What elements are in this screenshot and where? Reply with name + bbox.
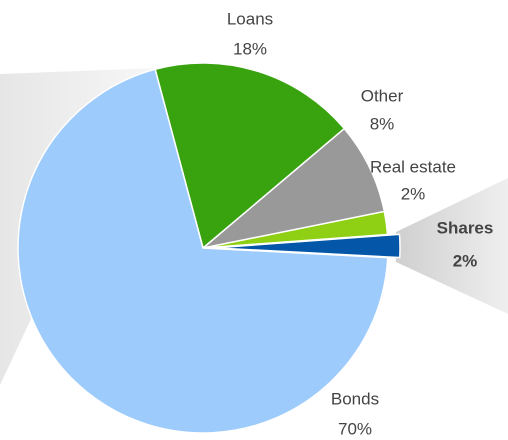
slice-label: Bonds	[331, 389, 379, 408]
slice-value-label: 8%	[370, 114, 395, 133]
callout-right	[396, 178, 508, 314]
pie-slice	[154, 62, 346, 250]
slice-label: Loans	[227, 9, 273, 28]
slice-value-label: 70%	[338, 419, 372, 438]
pie-slice	[17, 68, 389, 434]
slice-value-label: 2%	[401, 184, 426, 203]
slice-label: Real estate	[370, 157, 456, 176]
pie	[17, 62, 401, 434]
pie-slice	[202, 127, 386, 249]
callout-left	[0, 68, 158, 385]
slice-value-label: 2%	[453, 251, 478, 270]
labels: Shares 2% Real estate 2% Other 8% Loans 18% Bond…	[227, 9, 494, 438]
slice-value-label: 18%	[233, 39, 267, 58]
slice-label: Other	[361, 86, 404, 105]
pie-slice	[214, 233, 401, 259]
slice-label: Shares	[437, 218, 494, 237]
